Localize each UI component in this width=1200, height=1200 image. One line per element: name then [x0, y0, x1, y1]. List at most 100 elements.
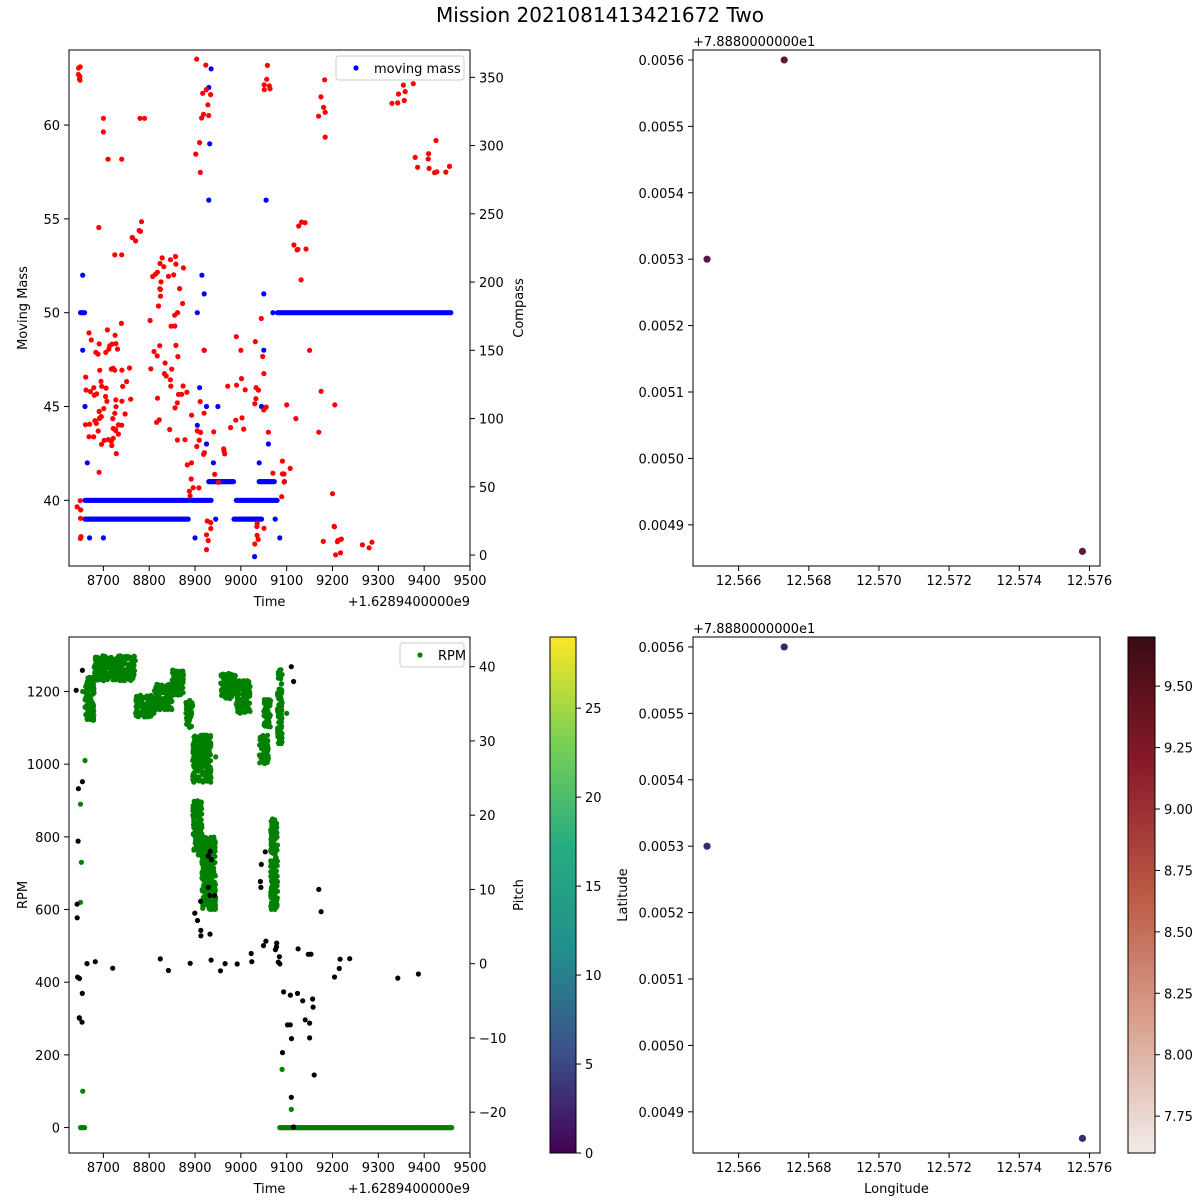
legend-label: moving mass — [374, 62, 461, 77]
data-point — [271, 479, 277, 485]
y-tick-label: 600 — [35, 904, 60, 919]
data-point — [165, 967, 171, 974]
x-tick-label: 8700 — [87, 574, 120, 589]
data-point — [84, 961, 90, 967]
data-point — [98, 378, 104, 384]
data-point — [1078, 547, 1087, 555]
data-point — [197, 429, 204, 435]
data-point — [230, 479, 237, 485]
data-point — [260, 353, 266, 360]
data-point — [230, 684, 236, 690]
data-point — [112, 426, 119, 432]
data-point — [113, 397, 119, 403]
data-point — [194, 422, 200, 428]
data-point — [240, 686, 246, 692]
data-point — [279, 494, 285, 500]
data-point — [274, 879, 280, 885]
data-point — [191, 773, 197, 779]
x-axis-label: Longitude — [864, 1182, 929, 1197]
data-point — [240, 679, 247, 685]
data-point — [109, 442, 115, 449]
data-point — [97, 367, 103, 373]
data-point — [157, 260, 163, 267]
y-axis-label-left: Moving Mass — [16, 266, 31, 350]
data-point — [212, 471, 218, 477]
data-point — [415, 164, 421, 170]
data-point — [109, 341, 115, 347]
x-tick-label: 12.574 — [997, 574, 1043, 589]
y-tick-label: 0.0055 — [639, 707, 685, 722]
colorbar-tick-label: 0 — [585, 1147, 593, 1162]
data-point — [449, 1125, 455, 1131]
data-point — [190, 803, 196, 809]
data-point — [269, 823, 275, 829]
data-point — [222, 961, 228, 967]
data-point — [225, 383, 231, 389]
data-point — [211, 872, 217, 878]
data-point — [201, 842, 208, 849]
data-point — [79, 1019, 85, 1025]
data-point — [269, 873, 275, 879]
data-point — [171, 684, 177, 691]
legend-marker — [353, 65, 359, 71]
data-point — [112, 666, 118, 672]
colorbar-tick-label: 9.00 — [1164, 803, 1193, 818]
x-axis-label: Time — [253, 595, 286, 610]
data-point — [163, 690, 169, 696]
y-tick-label-right: −20 — [479, 1106, 506, 1121]
data-point — [159, 255, 165, 261]
data-point — [141, 708, 147, 714]
x-tick-label: 12.570 — [856, 1161, 902, 1176]
data-point — [263, 938, 269, 944]
y-tick-label: 0.0053 — [639, 253, 685, 268]
data-point — [98, 441, 105, 447]
data-point — [197, 734, 203, 740]
data-point — [86, 434, 92, 440]
data-point — [104, 398, 110, 404]
data-point — [119, 398, 125, 404]
data-point — [112, 332, 118, 338]
plot-area — [692, 636, 1101, 1154]
data-point — [448, 310, 454, 316]
data-point — [208, 66, 214, 72]
data-point — [269, 864, 276, 870]
data-point — [76, 1015, 82, 1021]
data-point — [268, 818, 274, 825]
data-point — [88, 684, 94, 691]
data-point — [103, 654, 109, 660]
y-tick-label: 0.0055 — [639, 120, 685, 135]
data-point — [101, 437, 107, 443]
data-point — [201, 291, 207, 297]
data-point — [176, 685, 182, 692]
data-point — [194, 917, 201, 924]
data-point — [200, 865, 206, 871]
data-point — [261, 525, 267, 531]
data-point — [275, 675, 281, 681]
data-point — [262, 753, 268, 759]
x-tick-label: 12.568 — [786, 1161, 832, 1176]
x-tick-label: 9200 — [316, 1161, 349, 1176]
data-point — [203, 739, 209, 745]
data-point — [87, 679, 93, 685]
data-point — [203, 532, 210, 538]
x-tick-label: 9500 — [453, 1161, 486, 1176]
data-point — [192, 535, 198, 541]
data-point — [189, 704, 195, 710]
data-point — [192, 812, 198, 818]
data-point — [433, 137, 439, 144]
data-point — [73, 687, 79, 693]
x-tick-label: 12.574 — [997, 1161, 1043, 1176]
data-point — [171, 272, 177, 278]
data-point — [206, 905, 212, 912]
x-tick-label: 9300 — [362, 1161, 395, 1176]
y-tick-label: 0.0049 — [639, 519, 685, 534]
data-point — [126, 673, 132, 680]
data-point — [238, 376, 245, 382]
data-point — [135, 699, 141, 705]
data-points — [73, 653, 455, 1131]
data-point — [275, 706, 281, 712]
data-point — [307, 347, 313, 353]
data-point — [1078, 1134, 1087, 1142]
data-point — [318, 388, 324, 394]
data-point — [234, 961, 240, 967]
